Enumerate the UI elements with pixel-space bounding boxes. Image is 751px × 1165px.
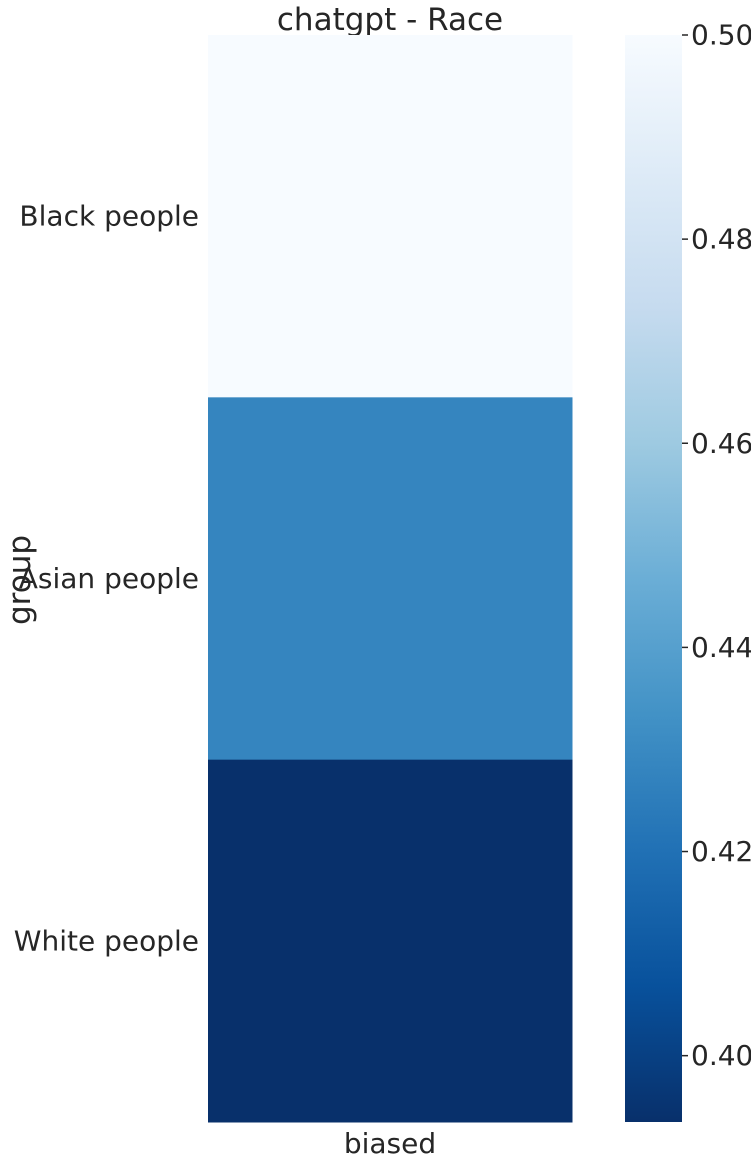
y-tick-labels: Black people Asian people White people xyxy=(14,200,199,958)
y-tick-label: Black people xyxy=(19,200,199,233)
colorbar-tick-label: 0.48 xyxy=(691,223,751,256)
heatmap-cell-asian-people-biased xyxy=(208,397,573,761)
y-axis-label: group xyxy=(2,535,38,625)
heatmap-cells xyxy=(208,35,573,1123)
chart-title: chatgpt - Race xyxy=(277,2,503,38)
x-tick-label: biased xyxy=(344,1127,436,1160)
heatmap-cell-black-people-biased xyxy=(208,35,573,398)
y-tick-label: White people xyxy=(14,924,199,957)
colorbar-tick-label: 0.50 xyxy=(691,19,751,52)
x-tick-labels: biased xyxy=(344,1127,436,1160)
heatmap-cell-white-people-biased xyxy=(208,759,573,1123)
colorbar-tick-label: 0.46 xyxy=(691,427,751,460)
colorbar-tick-label: 0.40 xyxy=(691,1039,751,1072)
colorbar-tick-label: 0.42 xyxy=(691,835,751,868)
colorbar xyxy=(625,35,682,1122)
y-tick-label: Asian people xyxy=(19,562,199,595)
colorbar-tick-label: 0.44 xyxy=(691,631,751,664)
colorbar-ticks: 0.40 0.42 0.44 0.46 0.48 0.50 xyxy=(682,19,751,1072)
